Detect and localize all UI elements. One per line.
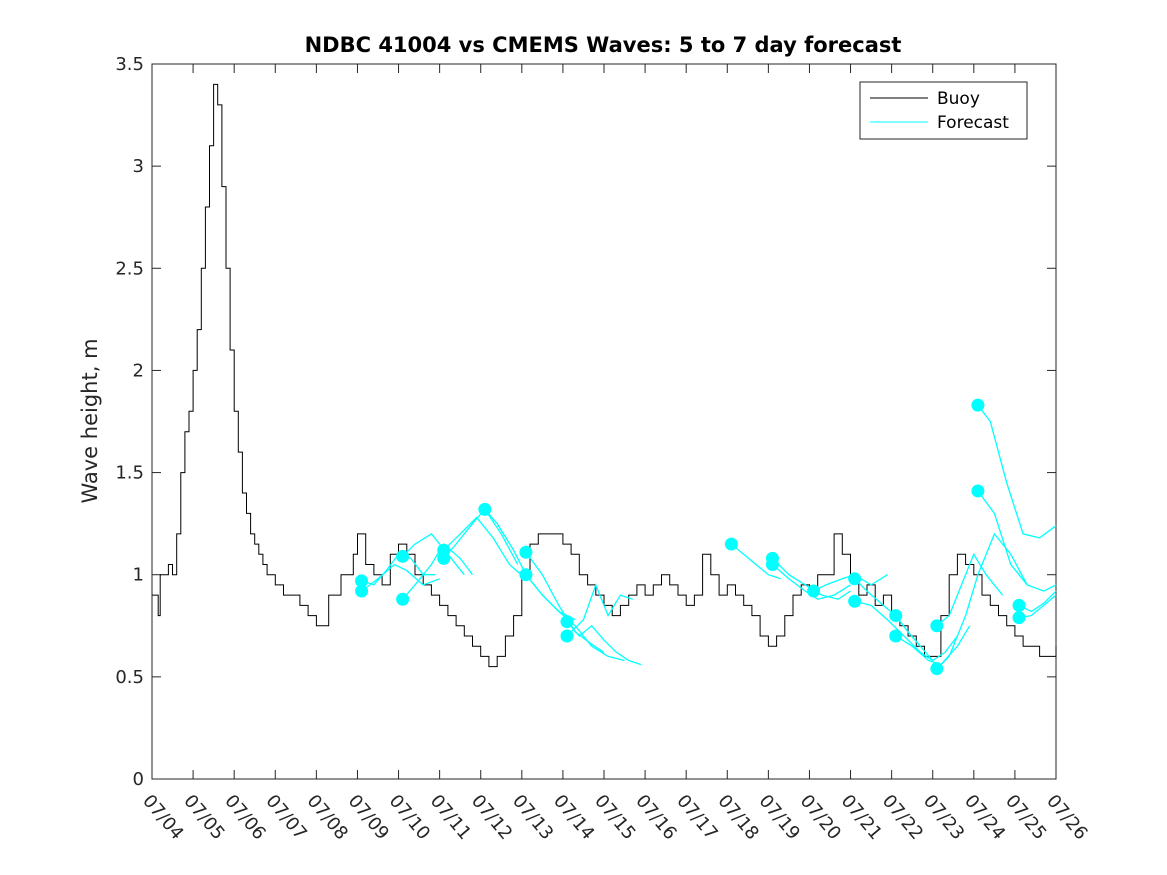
forecast-marker <box>478 502 492 516</box>
forecast-marker <box>807 584 821 598</box>
x-tick-label: 07/17 <box>672 791 721 844</box>
forecast-line <box>443 508 519 565</box>
forecast-marker <box>519 568 533 582</box>
y-axis-label: Wave height, m <box>78 338 102 503</box>
forecast-line <box>402 543 474 600</box>
y-tick-label: 1.5 <box>115 463 144 484</box>
axes-box <box>151 63 1057 780</box>
forecast-marker <box>765 558 779 571</box>
forecast-marker <box>889 629 903 643</box>
forecast-line <box>566 621 642 666</box>
x-tick-label: 07/16 <box>631 791 680 844</box>
x-tick-label: 07/26 <box>1042 791 1091 844</box>
y-tick-label: 1 <box>133 565 144 586</box>
forecast-line <box>361 563 440 592</box>
y-tick-label: 2.5 <box>115 258 144 279</box>
x-tick-label: 07/21 <box>837 791 886 844</box>
x-tick-label: 07/23 <box>919 791 968 844</box>
forecast-marker <box>1012 611 1026 625</box>
x-tick-label: 07/18 <box>713 791 762 844</box>
forecast-line <box>730 543 781 580</box>
forecast-line <box>977 404 1057 539</box>
legend-box <box>859 81 1028 140</box>
plot-area: 00.511.522.533.507/0407/0507/0607/0707/0… <box>115 54 1091 844</box>
y-tick-label: 2 <box>133 360 144 381</box>
forecast-marker <box>396 549 410 563</box>
forecast-marker <box>971 398 985 412</box>
forecast-line <box>854 600 934 662</box>
forecast-marker <box>355 584 369 598</box>
x-tick-label: 07/05 <box>179 791 228 844</box>
forecast-marker <box>848 594 862 608</box>
forecast-marker <box>396 592 410 606</box>
x-tick-label: 07/20 <box>796 791 845 844</box>
legend: Buoy Forecast <box>859 81 1028 140</box>
x-tick-label: 07/04 <box>138 791 187 844</box>
x-tick-label: 07/09 <box>344 791 393 844</box>
forecast-line <box>566 583 634 637</box>
forecast-marker <box>355 574 369 588</box>
forecast-marker <box>560 615 574 629</box>
forecast-line <box>443 516 527 580</box>
x-tick-label: 07/14 <box>549 791 598 844</box>
forecast-line <box>895 615 958 662</box>
forecast-marker <box>560 629 574 643</box>
x-tick-label: 07/07 <box>261 791 310 844</box>
legend-label-buoy: Buoy <box>937 89 980 109</box>
forecast-line <box>936 532 1028 670</box>
forecast-marker <box>930 662 944 676</box>
forecast-line <box>402 533 465 576</box>
forecast-marker <box>930 619 944 633</box>
x-tick-label: 07/22 <box>878 791 927 844</box>
x-tick-label: 07/19 <box>755 791 804 844</box>
forecast-marker <box>971 484 985 498</box>
y-tick-label: 3.5 <box>115 54 144 75</box>
x-tick-label: 07/10 <box>385 791 434 844</box>
x-tick-label: 07/08 <box>303 791 352 844</box>
x-tick-label: 07/13 <box>508 791 557 844</box>
forecast-line <box>525 574 625 662</box>
forecast-marker <box>889 609 903 623</box>
y-tick-label: 3 <box>133 156 144 177</box>
chart-title: NDBC 41004 vs CMEMS Waves: 5 to 7 day fo… <box>305 33 902 57</box>
forecast-line <box>977 490 1057 592</box>
forecast-marker <box>1012 598 1026 612</box>
forecast-marker <box>519 545 533 559</box>
x-tick-label: 07/24 <box>960 791 1009 844</box>
forecast-line <box>936 552 1004 627</box>
forecast-marker <box>848 572 862 586</box>
forecast-line <box>1018 590 1057 613</box>
x-tick-label: 07/06 <box>220 791 269 844</box>
forecast-marker <box>437 543 451 557</box>
buoy-line <box>152 83 1057 668</box>
legend-label-forecast: Forecast <box>937 113 1009 133</box>
x-tick-label: 07/11 <box>426 791 475 844</box>
x-tick-label: 07/12 <box>467 791 516 844</box>
x-tick-label: 07/15 <box>590 791 639 844</box>
x-tick-label: 07/25 <box>1001 791 1050 844</box>
forecast-marker <box>724 537 738 551</box>
y-tick-label: 0 <box>133 769 144 790</box>
y-tick-label: 0.5 <box>115 667 144 688</box>
